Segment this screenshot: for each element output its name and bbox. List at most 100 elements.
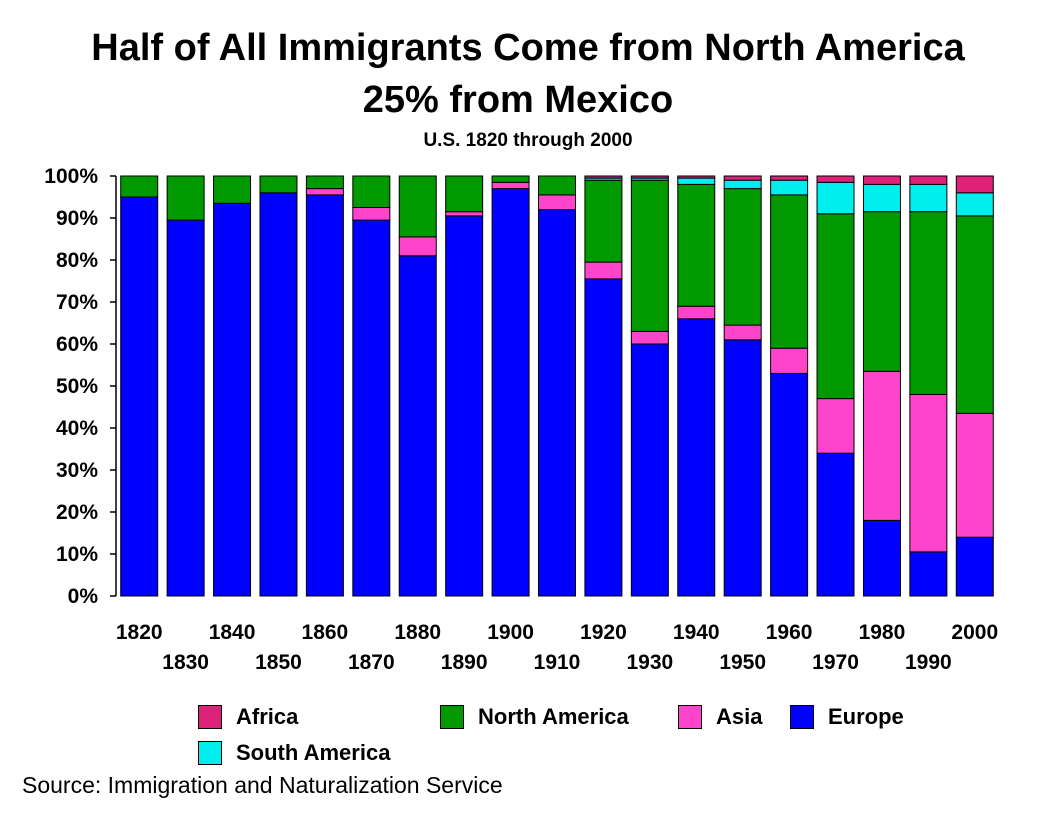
y-tick-label: 80% <box>56 249 98 272</box>
bar-segment-north-america-1860 <box>305 175 344 190</box>
y-tick-label: 100% <box>44 165 98 188</box>
y-tick-label: 90% <box>56 207 98 230</box>
bar-segment-europe-1900 <box>491 188 530 597</box>
y-tick-label: 0% <box>68 585 99 608</box>
bar-segment-europe-1970 <box>816 452 855 597</box>
bar-segment-north-america-1980 <box>862 211 901 372</box>
y-tick-label: 30% <box>56 459 98 482</box>
legend-label-europe: Europe <box>828 704 904 729</box>
bar-segment-africa-2000 <box>955 175 994 194</box>
bar-segment-north-america-1950 <box>723 188 762 326</box>
y-tick-label: 10% <box>56 543 98 566</box>
bar-segment-asia-1860 <box>305 188 344 196</box>
source-note: Source: Immigration and Naturalization S… <box>22 772 503 798</box>
x-tick-label: 1980 <box>859 621 906 644</box>
x-tick-label: 1990 <box>905 651 952 674</box>
bar-segment-north-america-1840 <box>213 175 252 204</box>
x-tick-label: 1970 <box>812 651 859 674</box>
bar-segment-europe-1870 <box>352 219 391 597</box>
chart-title-line2: 25% from Mexico <box>362 79 674 121</box>
bar-segment-africa-1950 <box>723 175 762 181</box>
bar-segment-south-america-1950 <box>723 179 762 190</box>
bar-segment-europe-1820 <box>120 196 159 597</box>
legend-item-europe: Europe <box>790 704 904 730</box>
bar-segment-south-america-1940 <box>677 177 716 185</box>
bar-segment-europe-1920 <box>584 278 623 597</box>
bar-segment-asia-1930 <box>630 330 669 345</box>
legend-label-asia: Asia <box>716 704 763 729</box>
y-tick-label: 60% <box>56 333 98 356</box>
bar-segment-north-america-1830 <box>166 175 205 221</box>
legend-item-north-america: North America <box>440 704 629 730</box>
x-tick-label: 1930 <box>626 651 673 674</box>
legend-swatch-south-america <box>198 741 222 765</box>
bar-segment-africa-1970 <box>816 175 855 183</box>
bar-segment-asia-1970 <box>816 398 855 454</box>
x-tick-label: 1950 <box>719 651 766 674</box>
x-tick-label: 1920 <box>580 621 627 644</box>
bars-group <box>120 175 994 597</box>
bar-segment-asia-1960 <box>770 347 809 374</box>
bar-segment-north-america-1850 <box>259 175 298 194</box>
bar-segment-africa-1920 <box>584 175 623 179</box>
x-tick-label: 1900 <box>487 621 534 644</box>
bar-segment-europe-1840 <box>213 202 252 597</box>
bar-segment-europe-1830 <box>166 219 205 597</box>
bar-segment-europe-1860 <box>305 194 344 597</box>
bar-segment-north-america-1990 <box>909 211 948 395</box>
chart-title: Half of All Immigrants Come from North A… <box>91 27 965 69</box>
bar-segment-south-america-2000 <box>955 192 994 217</box>
y-tick-label: 50% <box>56 375 98 398</box>
bar-segment-north-america-1880 <box>398 175 437 238</box>
x-tick-label: 1910 <box>534 651 581 674</box>
bar-segment-asia-1880 <box>398 236 437 257</box>
bar-segment-europe-1910 <box>538 209 576 597</box>
bar-segment-north-america-1970 <box>816 213 855 400</box>
legend-label-south-america: South America <box>236 740 391 765</box>
y-tick-label: 40% <box>56 417 98 440</box>
x-tick-label: 1960 <box>766 621 813 644</box>
bar-segment-europe-2000 <box>955 536 994 597</box>
bar-segment-north-america-1960 <box>770 194 809 349</box>
bar-segment-europe-1890 <box>445 215 484 597</box>
x-tick-label: 1840 <box>209 621 256 644</box>
legend-item-africa: Africa <box>198 704 298 730</box>
x-tick-label: 1850 <box>255 651 302 674</box>
bar-segment-north-america-1930 <box>630 179 669 332</box>
bar-segment-africa-1980 <box>862 175 901 185</box>
chart-subtitle: U.S. 1820 through 2000 <box>423 130 633 151</box>
bar-segment-asia-2000 <box>955 412 994 538</box>
bar-segment-north-america-1920 <box>584 179 623 263</box>
bar-segment-south-america-1970 <box>816 181 855 215</box>
x-tick-label: 1820 <box>116 621 163 644</box>
legend-label-north-america: North America <box>478 704 629 729</box>
bar-segment-europe-1980 <box>862 519 901 597</box>
bar-segment-north-america-1870 <box>352 175 391 208</box>
bar-segment-north-america-1890 <box>445 175 484 213</box>
bar-segment-europe-1940 <box>677 318 716 597</box>
bar-segment-asia-1950 <box>723 324 762 341</box>
x-tick-label: 2000 <box>951 621 998 644</box>
legend-item-south-america: South America <box>198 740 390 766</box>
bar-segment-north-america-1820 <box>120 175 159 198</box>
bar-segment-asia-1990 <box>909 393 948 553</box>
bar-segment-asia-1940 <box>677 305 716 320</box>
bar-segment-africa-1990 <box>909 175 948 185</box>
bar-segment-south-america-1960 <box>770 179 809 196</box>
bar-segment-asia-1910 <box>538 194 576 211</box>
legend-item-asia: Asia <box>678 704 762 730</box>
bar-segment-africa-1960 <box>770 175 809 181</box>
bar-segment-africa-1930 <box>630 175 669 179</box>
y-tick-label: 20% <box>56 501 98 524</box>
legend-label-africa: Africa <box>236 704 299 729</box>
bar-segment-north-america-1940 <box>677 183 716 307</box>
bar-segment-north-america-2000 <box>955 215 994 414</box>
x-tick-label: 1880 <box>394 621 441 644</box>
bar-segment-europe-1930 <box>630 343 669 597</box>
bar-segment-north-america-1910 <box>538 175 576 196</box>
bar-segment-asia-1920 <box>584 261 623 280</box>
bar-segment-north-america-1900 <box>491 175 530 183</box>
y-tick-label: 70% <box>56 291 98 314</box>
